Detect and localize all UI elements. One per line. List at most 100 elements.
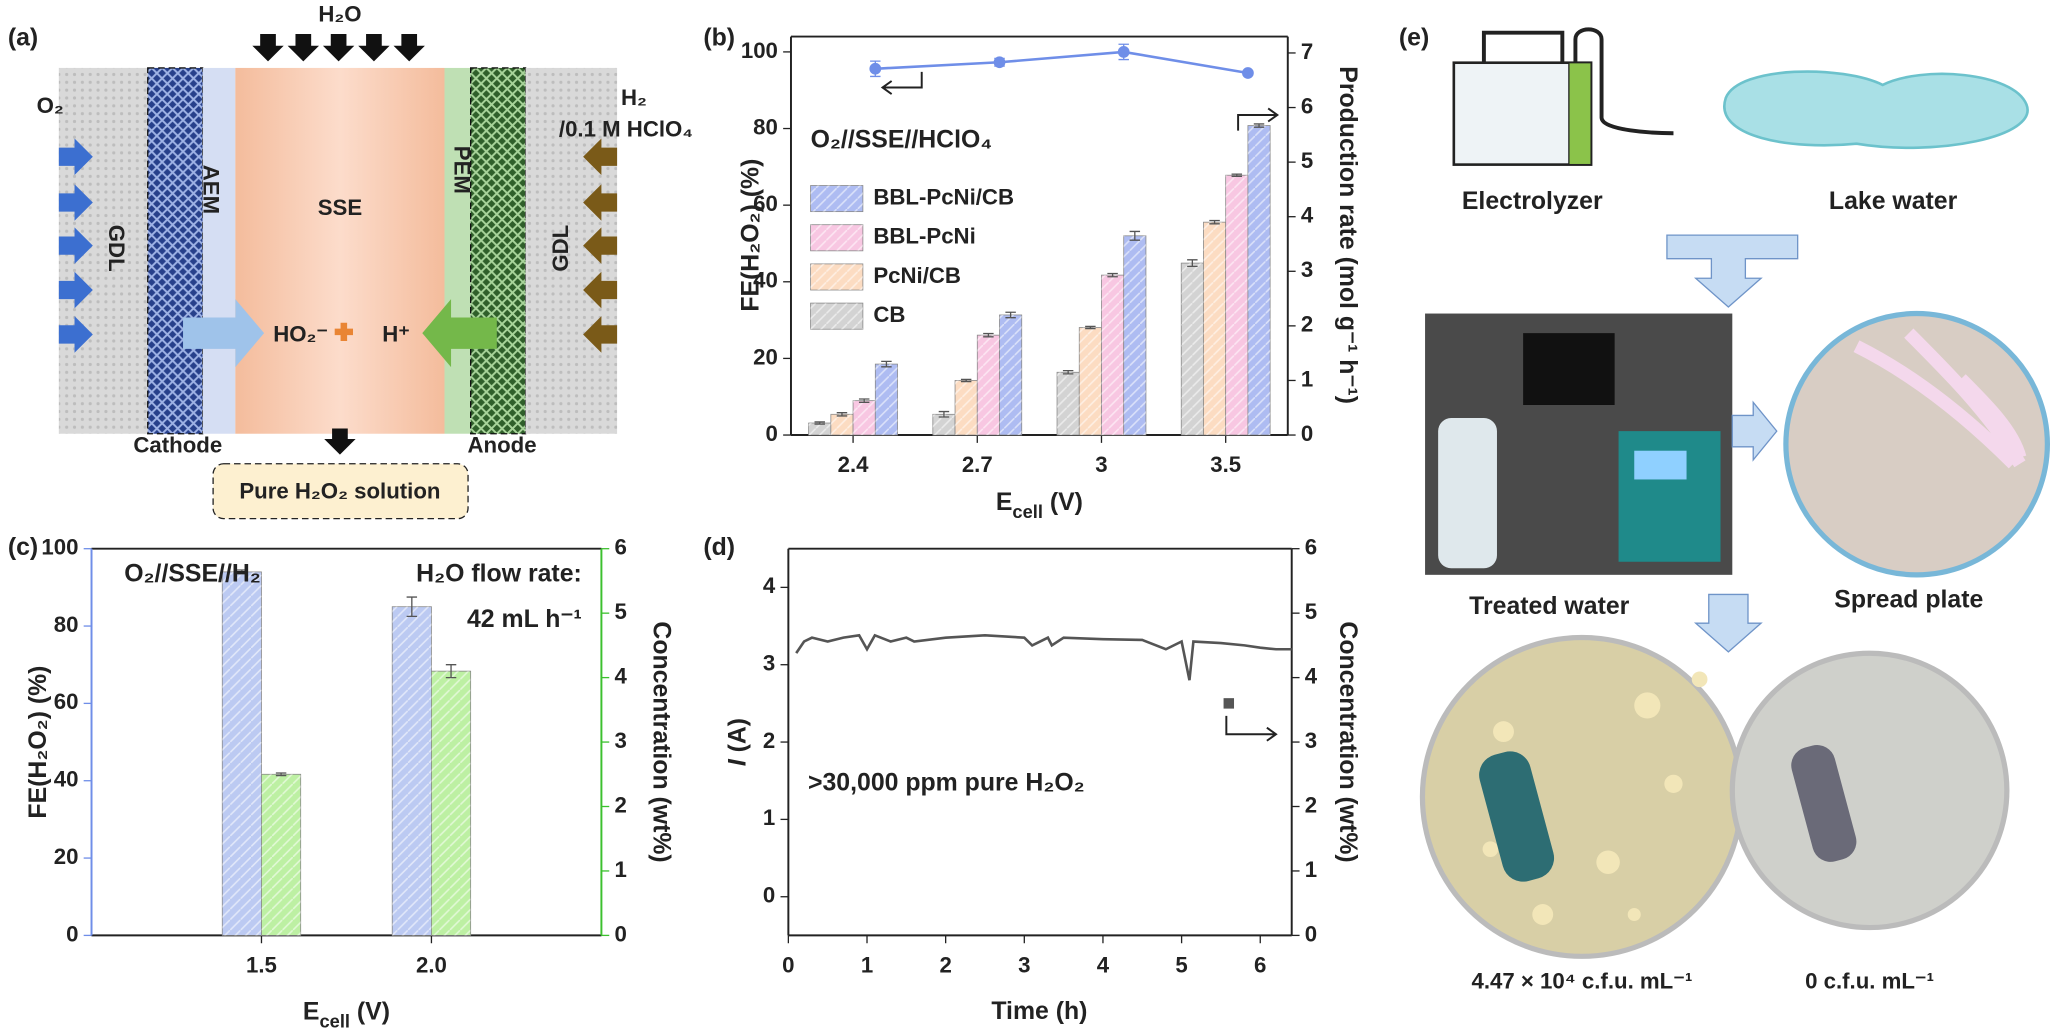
electrode-label: Cathode <box>133 433 222 458</box>
x-tick-label: 3 <box>1018 953 1030 978</box>
y-tick-label: 3 <box>763 651 775 676</box>
legend-hatch <box>810 263 863 291</box>
y2-tick-label: 4 <box>1305 663 1318 688</box>
y-tick-label: 100 <box>741 38 778 63</box>
annotation: O₂//SSE//HClO₄ <box>811 127 993 154</box>
legend-hatch <box>810 185 863 212</box>
error-bar <box>1253 123 1265 128</box>
legend-label: BBL-PcNi/CB <box>873 184 1014 209</box>
x-tick-label: 2.0 <box>416 953 447 978</box>
bar-hatch <box>1123 235 1146 436</box>
layer-label: AEM <box>198 165 223 214</box>
error-bar <box>938 410 950 418</box>
result-label: 0 c.f.u. mL⁻¹ <box>1805 968 1934 993</box>
cell-diagram: H₂O O₂ H₂ /0.1 M HClO₄ GDL AEM SSE PEM G… <box>37 2 693 520</box>
water-arrows <box>252 33 425 455</box>
error-bar <box>1085 325 1096 330</box>
y2-tick-label: 1 <box>1305 857 1317 882</box>
error-bar <box>858 398 870 403</box>
axis-title: FE(H₂O₂) (%) <box>737 159 764 312</box>
bar-hatch <box>222 571 262 936</box>
y2-tick-label: 4 <box>1301 203 1314 228</box>
workflow: Electrolyzer Lake water Treated water Sp… <box>1419 27 2050 993</box>
axis-title: Production rate (mol g⁻¹ h⁻¹) <box>1334 66 1361 404</box>
panel-label: (c) <box>8 534 38 561</box>
axis-title-part: (V) <box>350 998 390 1025</box>
x-tick-label: 4 <box>1097 953 1110 978</box>
photo-cell <box>1523 333 1615 405</box>
step-label: Lake water <box>1829 188 1958 215</box>
panel-label: (d) <box>703 534 735 561</box>
x-tick-label: 1 <box>861 953 873 978</box>
y2-tick-label: 2 <box>614 792 626 817</box>
y2-tick-label: 5 <box>1301 148 1313 173</box>
error-bar <box>1209 219 1220 225</box>
electrode-sample <box>1479 751 1555 882</box>
legend-label: BBL-PcNi <box>873 224 975 249</box>
x-tick-label: 3 <box>1095 452 1107 477</box>
error-bar <box>236 569 248 575</box>
axis-pointer <box>1225 715 1278 742</box>
y2-tick-label: 3 <box>1305 728 1317 753</box>
ion-label: H⁺ <box>382 322 410 347</box>
layer-label: SSE <box>318 195 362 220</box>
axis-title-part: (A) <box>724 718 751 759</box>
error-bar <box>814 421 825 425</box>
y-tick-label: 0 <box>66 921 78 946</box>
annotation: H₂O flow rate: <box>416 560 582 587</box>
h2-arrows <box>583 138 618 353</box>
anode-layer <box>470 67 527 435</box>
error-bar <box>1118 43 1129 61</box>
plate-streaks <box>1853 328 2027 469</box>
axis-title: Concentration (wt%) <box>648 621 675 862</box>
bar-hatch <box>1225 175 1248 436</box>
y-tick-label: 20 <box>753 344 778 369</box>
bar-hatch <box>1247 125 1271 436</box>
x-tick-label: 0 <box>782 953 794 978</box>
error-bar <box>994 57 1005 67</box>
y2-tick-label: 2 <box>1305 792 1317 817</box>
y-tick-label: 40 <box>54 767 79 792</box>
electrode-sample <box>1791 745 1857 862</box>
error-bar <box>1187 259 1198 268</box>
gas-label: H₂ <box>621 85 647 110</box>
bar-hatch <box>1101 275 1124 436</box>
product-label: Pure H₂O₂ solution <box>239 478 440 503</box>
y2-tick-label: 4 <box>614 663 627 688</box>
y-tick-label: 20 <box>54 844 79 869</box>
bar-hatch <box>977 335 1000 436</box>
flow-arrow <box>1731 400 1778 462</box>
x-tick-label: 6 <box>1254 953 1266 978</box>
legend-label: CB <box>873 302 905 327</box>
flow-arrow <box>1693 593 1763 653</box>
bar-hatch <box>392 606 432 936</box>
electrolyzer-plate <box>1568 62 1592 166</box>
flow-arrow <box>1666 234 1799 308</box>
ion-label: HO₂⁻ <box>273 322 328 347</box>
legend-hatch <box>810 303 863 330</box>
layer-label: PEM <box>449 146 474 194</box>
y-tick-label: 4 <box>763 573 776 598</box>
photo-bottle <box>1438 418 1497 569</box>
petri-dish <box>1729 650 2010 931</box>
axis-title-part: E <box>303 998 320 1025</box>
axis-pointer <box>1237 107 1280 131</box>
product-box <box>212 463 469 520</box>
axis-title: Concentration (wt%) <box>1334 621 1361 862</box>
bar-hatch <box>830 414 854 436</box>
error-bar <box>275 772 287 777</box>
error-bar <box>960 378 972 383</box>
layer-label: GDL <box>548 225 573 272</box>
bar-hatch <box>431 671 471 936</box>
y-tick-label: 2 <box>763 728 775 753</box>
photo-screen <box>1634 450 1687 480</box>
y-tick-label: 60 <box>54 689 79 714</box>
sse-layer <box>235 67 445 434</box>
axis-title-part: cell <box>1012 501 1043 522</box>
error-bar <box>881 360 892 368</box>
bar-hatch <box>1181 263 1204 436</box>
panel-label: (e) <box>1399 25 1429 52</box>
bar-hatch <box>853 400 876 436</box>
spread-plate <box>1783 310 2050 578</box>
